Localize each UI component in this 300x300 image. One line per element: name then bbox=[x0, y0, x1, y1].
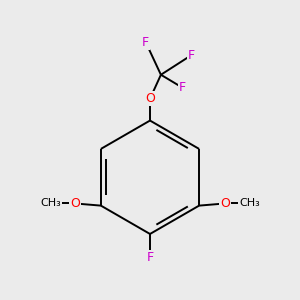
Text: methoxy: methoxy bbox=[48, 203, 54, 204]
Text: F: F bbox=[188, 49, 195, 62]
Text: O: O bbox=[145, 92, 155, 105]
Text: F: F bbox=[179, 81, 186, 94]
Text: O: O bbox=[220, 197, 230, 210]
Text: F: F bbox=[146, 251, 154, 265]
Text: CH₃: CH₃ bbox=[239, 198, 260, 208]
Text: F: F bbox=[142, 35, 149, 49]
Text: O: O bbox=[70, 197, 80, 210]
Text: CH₃: CH₃ bbox=[40, 198, 61, 208]
